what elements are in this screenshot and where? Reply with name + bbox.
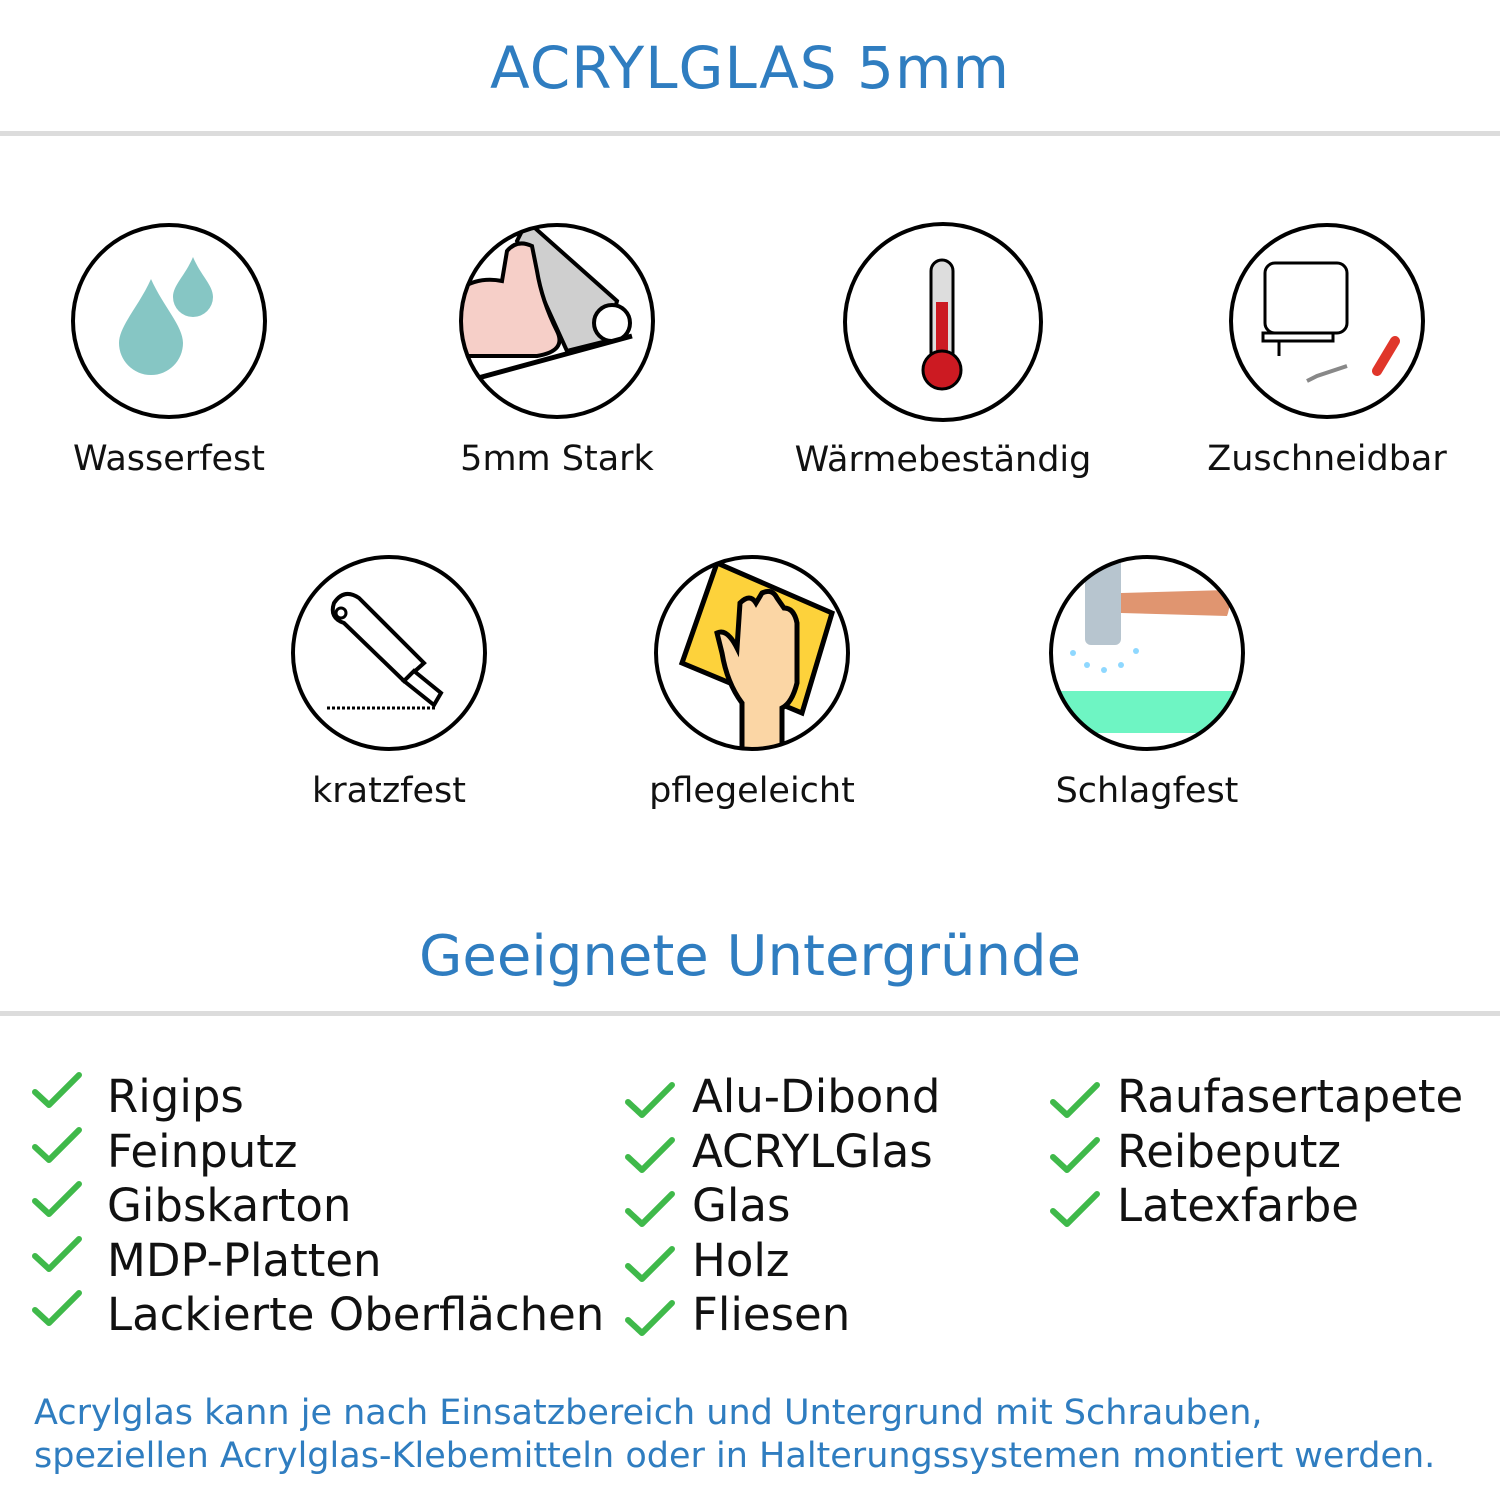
surface-item: Fliesen [625, 1288, 940, 1343]
hammer-icon [1049, 555, 1245, 751]
footer-line-1: Acrylglas kann je nach Einsatzbereich un… [34, 1393, 1263, 1433]
strong-arm-icon [459, 223, 655, 419]
surface-label: Reibeputz [1117, 1124, 1342, 1178]
surface-label: Raufasertapete [1117, 1070, 1464, 1123]
feature-label: Wasserfest [72, 439, 266, 479]
checkmark-icon [625, 1082, 675, 1119]
checkmark-icon [32, 1072, 82, 1109]
surface-label: Latexfarbe [1117, 1179, 1359, 1232]
surface-label: Alu-Dibond [692, 1070, 941, 1123]
surface-item: Gibskarton [32, 1179, 604, 1234]
surface-item: MDP-Platten [32, 1234, 604, 1289]
hand-cloth-icon [654, 555, 850, 751]
surface-label: Holz [692, 1233, 790, 1287]
divider [0, 131, 1500, 136]
surface-item: Alu-Dibond [625, 1070, 940, 1125]
surface-label: ACRYLGlas [692, 1124, 933, 1178]
surface-item: Glas [625, 1179, 940, 1234]
surface-item: ACRYLGlas [625, 1125, 940, 1180]
surface-item: Raufasertapete [1050, 1070, 1463, 1125]
checkmark-icon [32, 1126, 82, 1163]
surface-item: Lackierte Oberflächen [32, 1288, 604, 1343]
divider [0, 1011, 1500, 1016]
surface-item: Feinputz [32, 1125, 604, 1180]
thermometer-icon [843, 222, 1043, 422]
feature-kratzfest: kratzfest [239, 553, 539, 811]
surface-item: Holz [625, 1234, 940, 1289]
checkmark-icon [625, 1136, 675, 1173]
jigsaw-knife-icon [1229, 223, 1425, 419]
feature-zuschneidbar: Zuschneidbar [1177, 221, 1477, 479]
surfaces-column-1: Rigips Feinputz Gibskarton MDP-Platten Lacki… [32, 1070, 604, 1343]
surfaces-column-3: Raufasertapete Reibeputz Latexfarbe [1050, 1070, 1463, 1234]
surface-label: Feinputz [107, 1124, 298, 1178]
page-title: ACRYLGLAS 5mm [490, 34, 1010, 102]
feature-label: kratzfest [311, 771, 466, 811]
surface-label: Glas [692, 1179, 791, 1232]
checkmark-icon [1050, 1191, 1100, 1228]
feature-pflegeleicht: pflegeleicht [602, 553, 902, 811]
feature-label: 5mm Stark [460, 439, 654, 479]
feature-label: pflegeleicht [649, 771, 855, 811]
checkmark-icon [1050, 1082, 1100, 1119]
surface-label: Gibskarton [107, 1179, 352, 1232]
checkmark-icon [32, 1290, 82, 1327]
checkmark-icon [32, 1235, 82, 1272]
checkmark-icon [1050, 1136, 1100, 1173]
surface-label: Fliesen [692, 1288, 851, 1341]
footer-note: Acrylglas kann je nach Einsatzbereich un… [34, 1392, 1435, 1478]
footer-line-2: speziellen Acrylglas-Klebemitteln oder i… [34, 1436, 1436, 1476]
feature-schlagfest: Schlagfest [997, 553, 1297, 811]
feature-label: Schlagfest [1055, 771, 1239, 811]
feature-waermebestaendig: Wärmebeständig [793, 222, 1093, 480]
surface-label: Lackierte Oberflächen [107, 1288, 605, 1341]
feature-label: Zuschneidbar [1207, 439, 1447, 479]
feature-wasserfest: Wasserfest [19, 221, 319, 479]
cutter-knife-icon [291, 555, 487, 751]
feature-label: Wärmebeständig [794, 440, 1092, 480]
surface-label: MDP-Platten [107, 1233, 382, 1287]
surface-item: Rigips [32, 1070, 604, 1125]
checkmark-icon [625, 1191, 675, 1228]
surface-item: Latexfarbe [1050, 1179, 1463, 1234]
surfaces-column-2: Alu-Dibond ACRYLGlas Glas Holz Fliesen [625, 1070, 940, 1343]
surface-item: Reibeputz [1050, 1125, 1463, 1180]
feature-5mm-stark: 5mm Stark [407, 221, 707, 479]
water-drops-icon [71, 223, 267, 419]
surface-label: Rigips [107, 1070, 244, 1123]
checkmark-icon [32, 1181, 82, 1218]
checkmark-icon [625, 1300, 675, 1337]
checkmark-icon [625, 1245, 675, 1282]
section-title: Geeignete Untergründe [418, 924, 1082, 989]
